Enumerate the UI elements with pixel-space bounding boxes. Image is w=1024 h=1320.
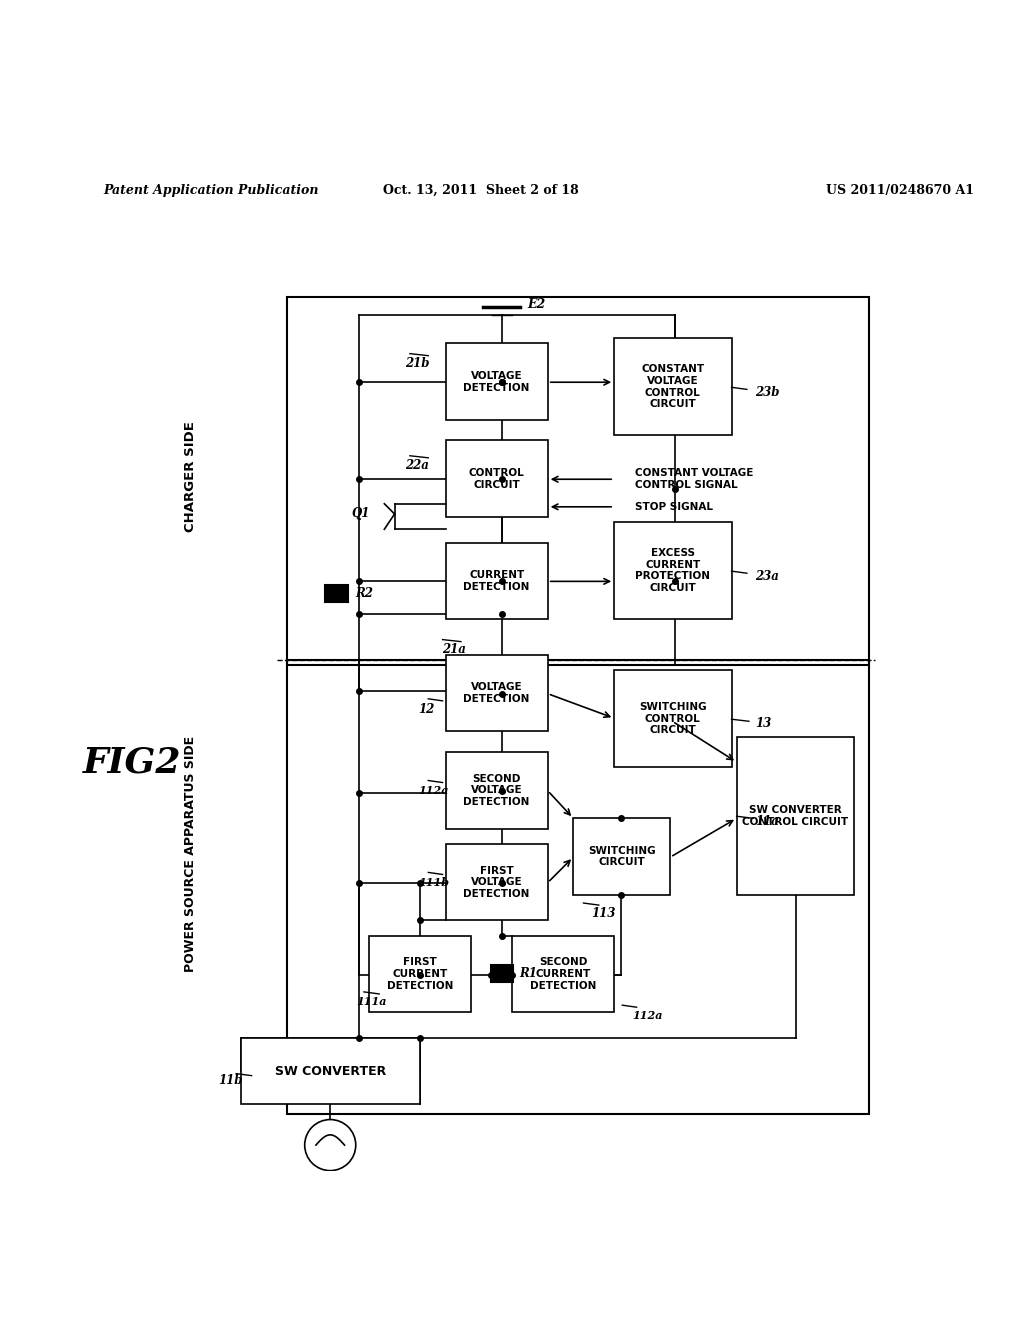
Text: 23b: 23b (755, 385, 779, 399)
Text: SWITCHING
CIRCUIT: SWITCHING CIRCUIT (588, 846, 655, 867)
Bar (242, 1038, 420, 1105)
Text: Q1: Q1 (351, 507, 370, 520)
Text: VOLTAGE
DETECTION: VOLTAGE DETECTION (464, 682, 529, 704)
Bar (325, 586, 347, 602)
Bar (445, 543, 548, 619)
Text: CONTROL
CIRCUIT: CONTROL CIRCUIT (469, 467, 524, 490)
Text: Oct. 13, 2011  Sheet 2 of 18: Oct. 13, 2011 Sheet 2 of 18 (384, 183, 580, 197)
Bar (445, 752, 548, 829)
Bar (614, 523, 731, 619)
Bar (288, 297, 869, 665)
Text: 21a: 21a (442, 643, 466, 656)
Text: FIRST
CURRENT
DETECTION: FIRST CURRENT DETECTION (387, 957, 454, 990)
Text: FIRST
VOLTAGE
DETECTION: FIRST VOLTAGE DETECTION (464, 866, 529, 899)
Text: FIG2: FIG2 (83, 744, 181, 779)
Text: 112a: 112a (633, 1010, 663, 1020)
Bar (288, 660, 869, 1114)
Text: R2: R2 (355, 587, 374, 601)
Text: Patent Application Publication: Patent Application Publication (103, 183, 319, 197)
Text: 13: 13 (755, 717, 771, 730)
Bar (445, 343, 548, 420)
Text: 112a: 112a (418, 785, 449, 796)
Text: SECOND
CURRENT
DETECTION: SECOND CURRENT DETECTION (529, 957, 596, 990)
Bar (736, 737, 854, 895)
Text: E2: E2 (527, 298, 546, 312)
Text: SW CONVERTER
CONTROL CIRCUIT: SW CONVERTER CONTROL CIRCUIT (742, 805, 849, 826)
Text: 111a: 111a (356, 995, 387, 1007)
Text: CONSTANT
VOLTAGE
CONTROL
CIRCUIT: CONSTANT VOLTAGE CONTROL CIRCUIT (641, 364, 705, 409)
Bar (573, 818, 671, 895)
Text: US 2011/0248670 A1: US 2011/0248670 A1 (826, 183, 974, 197)
Text: POWER SOURCE APPARATUS SIDE: POWER SOURCE APPARATUS SIDE (184, 737, 197, 972)
Text: CHARGER SIDE: CHARGER SIDE (184, 421, 197, 532)
Text: EXCESS
CURRENT
PROTECTION
CIRCUIT: EXCESS CURRENT PROTECTION CIRCUIT (635, 548, 711, 593)
Text: 111b: 111b (418, 876, 450, 888)
Text: 12: 12 (418, 702, 434, 715)
Bar (614, 338, 731, 436)
Text: SECOND
VOLTAGE
DETECTION: SECOND VOLTAGE DETECTION (464, 774, 529, 807)
Text: STOP SIGNAL: STOP SIGNAL (635, 502, 713, 512)
Bar (445, 441, 548, 517)
Text: 22a: 22a (404, 459, 429, 473)
Bar (369, 936, 471, 1012)
Text: 21b: 21b (404, 358, 429, 371)
Bar (445, 843, 548, 920)
Bar (512, 936, 614, 1012)
Bar (445, 655, 548, 731)
Text: CURRENT
DETECTION: CURRENT DETECTION (464, 570, 529, 591)
Bar (614, 671, 731, 767)
Text: R1: R1 (519, 968, 537, 979)
Text: 11b: 11b (218, 1074, 243, 1088)
Text: 11a: 11a (755, 814, 779, 828)
Text: VOLTAGE
DETECTION: VOLTAGE DETECTION (464, 371, 529, 392)
Text: CONSTANT VOLTAGE
CONTROL SIGNAL: CONSTANT VOLTAGE CONTROL SIGNAL (635, 469, 753, 490)
Text: 113: 113 (592, 907, 616, 920)
Text: SW CONVERTER: SW CONVERTER (275, 1064, 386, 1077)
Text: 23a: 23a (755, 570, 779, 582)
Text: SWITCHING
CONTROL
CIRCUIT: SWITCHING CONTROL CIRCUIT (639, 702, 707, 735)
Circle shape (305, 1119, 355, 1171)
Bar (490, 965, 513, 982)
